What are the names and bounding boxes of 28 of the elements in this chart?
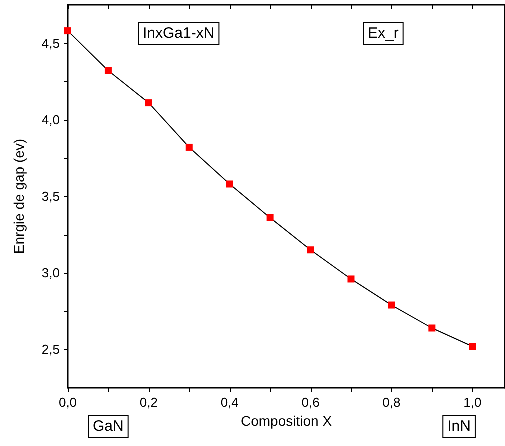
- y-tick-label: 3,0: [42, 266, 60, 281]
- x-tick-label: 0,6: [302, 395, 320, 410]
- x-axis-title: Composition X: [240, 413, 333, 429]
- text: InN: [448, 418, 471, 435]
- x-tick-label: 0,2: [140, 395, 158, 410]
- point: [469, 343, 476, 350]
- point: [64, 28, 72, 35]
- y-tick-label: 2,5: [42, 342, 60, 358]
- point: [104, 67, 112, 74]
- point: [186, 144, 193, 151]
- annotation: Ex_r: [368, 25, 399, 42]
- y-tick-label: 3,5: [42, 189, 60, 204]
- point: [266, 214, 274, 222]
- x-tick-label: 0,4: [220, 395, 239, 410]
- point: [348, 276, 355, 283]
- text: GaN: [93, 418, 124, 435]
- point: [307, 246, 314, 254]
- x-tick-label: 0,8: [382, 395, 401, 410]
- point: [428, 324, 436, 332]
- y-tick-label: 4,0: [42, 112, 60, 128]
- annotation: InxGa1-xN: [143, 25, 215, 42]
- x-tick-label: 1,0: [464, 395, 482, 410]
- y-tick-label: 4,5: [42, 36, 60, 51]
- point: [145, 100, 152, 107]
- x-tick-label: 0,0: [58, 395, 78, 410]
- y-axis-title: Enrgie de gap (ev): [11, 138, 27, 254]
- point: [226, 180, 234, 188]
- point: [388, 302, 396, 309]
